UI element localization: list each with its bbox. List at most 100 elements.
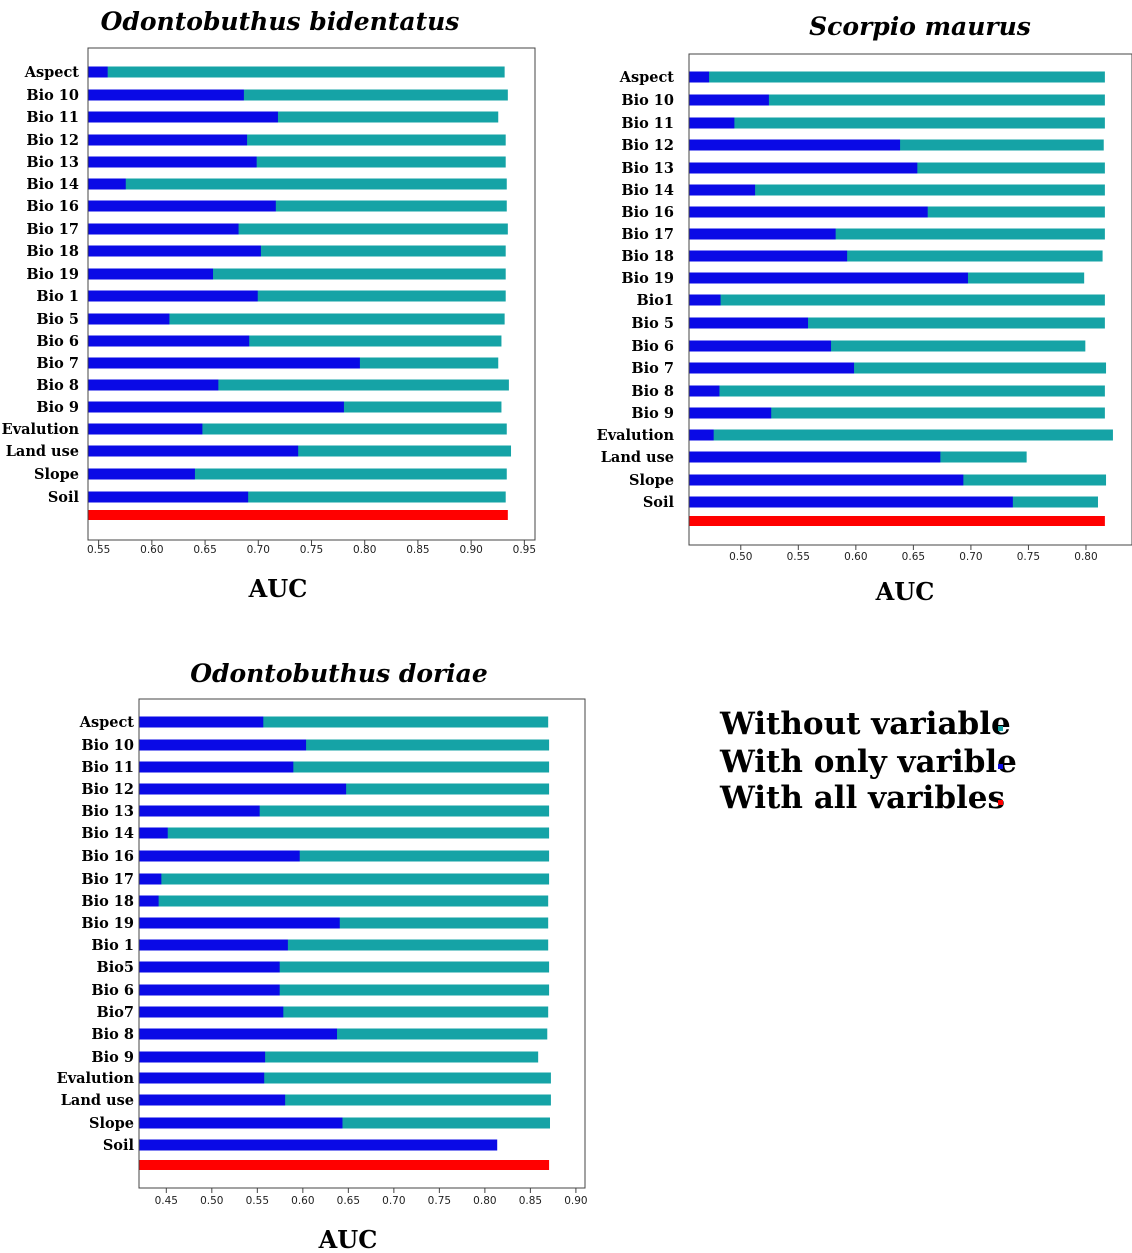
category-label: Bio 10 (26, 87, 79, 104)
chart-2: Scorpio maurus Aspect Bio 10 Bio 11 Bio 12 Bi… (597, 12, 1132, 606)
category-label: Land use (6, 443, 79, 460)
bar-with-only-variable (689, 184, 756, 196)
legend-swatch (998, 800, 1003, 805)
bar-with-only-variable (88, 401, 344, 413)
bar-with-only-variable (139, 984, 280, 996)
bar-with-only-variable (689, 362, 855, 374)
category-label: Aspect (619, 69, 675, 86)
category-label: Aspect (24, 64, 80, 81)
bar-without-variable (139, 739, 550, 751)
x-axis-label: AUC (248, 574, 308, 603)
bar-with-only-variable (689, 474, 964, 486)
category-label: Bio 18 (81, 893, 134, 910)
x-tick-label: 0.80 (1074, 551, 1097, 563)
category-label: Bio 19 (621, 270, 674, 287)
category-label: Slope (629, 472, 674, 489)
bar-with-only-variable (139, 961, 280, 973)
category-label: Bio 12 (26, 132, 79, 149)
category-label: Bio 8 (631, 383, 674, 400)
bar-with-only-variable (88, 313, 170, 325)
category-label: Bio 14 (621, 182, 674, 199)
x-tick-label: 0.50 (200, 1195, 223, 1207)
bar-without-variable (88, 178, 507, 190)
bar-with-only-variable (88, 445, 299, 457)
bar-without-variable (139, 984, 550, 996)
category-label: Bio 8 (91, 1026, 134, 1043)
x-tick-label: 0.65 (337, 1195, 360, 1207)
bar-without-variable (689, 429, 1113, 441)
chart-1: Odontobuthus bidentatus Aspect Bio 10 Bio 1… (2, 7, 536, 603)
category-label: Evalution (2, 421, 80, 438)
category-label: Bio 19 (81, 915, 134, 932)
bar-with-only-variable (88, 468, 195, 480)
x-tick-label: 0.45 (155, 1195, 178, 1207)
category-label: Bio 14 (26, 176, 79, 193)
bar-without-variable (689, 407, 1105, 419)
bar-without-variable (689, 184, 1105, 196)
bar-with-only-variable (139, 716, 264, 728)
x-tick-label: 0.85 (519, 1195, 542, 1207)
category-label: Evalution (57, 1070, 135, 1087)
bar-without-variable (139, 917, 549, 929)
bar-with-only-variable (139, 1006, 284, 1018)
x-tick-label: 0.90 (459, 544, 482, 556)
legend-label: With all varibles (719, 780, 1005, 816)
category-label: Bio 6 (631, 338, 674, 355)
bar-without-variable (88, 290, 506, 302)
x-tick-label: 0.80 (473, 1195, 496, 1207)
bar-with-only-variable (88, 379, 219, 391)
category-label: Bio 19 (26, 266, 79, 283)
bar-without-variable (139, 827, 550, 839)
bar-without-variable (689, 71, 1105, 83)
x-tick-label: 0.60 (291, 1195, 314, 1207)
category-label: Slope (89, 1115, 134, 1132)
bar-with-only-variable (88, 178, 126, 190)
bar-without-variable (88, 200, 507, 212)
category-label: Bio7 (96, 1004, 134, 1021)
category-label: Bio 13 (26, 154, 79, 171)
bar-without-variable (88, 491, 506, 503)
category-label: Bio 11 (621, 115, 674, 132)
bar-with-only-variable (88, 290, 258, 302)
category-label: Bio 11 (81, 759, 134, 776)
x-tick-label: 0.90 (564, 1195, 587, 1207)
legend-label: Without variable (719, 706, 1011, 742)
bar-with-only-variable (88, 223, 239, 235)
category-label: Bio 8 (36, 377, 79, 394)
bar-without-variable (139, 761, 550, 773)
x-tick-label: 0.95 (513, 544, 536, 556)
category-label: Aspect (79, 714, 135, 731)
bar-with-only-variable (139, 827, 168, 839)
bar-with-only-variable (689, 385, 720, 397)
category-label: Bio 12 (81, 781, 134, 798)
category-label: Bio 16 (621, 204, 674, 221)
bar-with-only-variable (689, 407, 772, 419)
bar-with-only-variable (139, 805, 260, 817)
bar-with-only-variable (689, 340, 832, 352)
category-label: Bio 12 (621, 137, 674, 154)
category-label: Soil (103, 1137, 135, 1154)
bar-without-variable (689, 94, 1105, 106)
bar-without-variable (139, 1006, 549, 1018)
bar-without-variable (88, 379, 509, 391)
bar-without-variable (139, 939, 549, 951)
chart-title: Odontobuthus bidentatus (101, 7, 460, 36)
bar-without-variable (88, 313, 505, 325)
x-tick-label: 0.65 (193, 544, 216, 556)
bar-with-only-variable (689, 162, 918, 174)
bar-without-variable (88, 423, 507, 435)
category-label: Bio 17 (26, 221, 79, 238)
bar-with-only-variable (139, 1117, 343, 1129)
x-tick-label: 0.50 (729, 551, 752, 563)
bar-without-variable (88, 445, 512, 457)
bar-without-variable (139, 1028, 548, 1040)
category-label: Bio 14 (81, 825, 134, 842)
category-label: Evalution (597, 427, 675, 444)
bar-without-variable (139, 1072, 551, 1084)
chart-3: Odontobuthus doriae Aspect Bio 10 Bio 11 Bio… (57, 659, 588, 1253)
x-tick-label: 0.60 (844, 551, 867, 563)
x-tick-label: 0.55 (787, 551, 810, 563)
bar-without-variable (139, 895, 549, 907)
